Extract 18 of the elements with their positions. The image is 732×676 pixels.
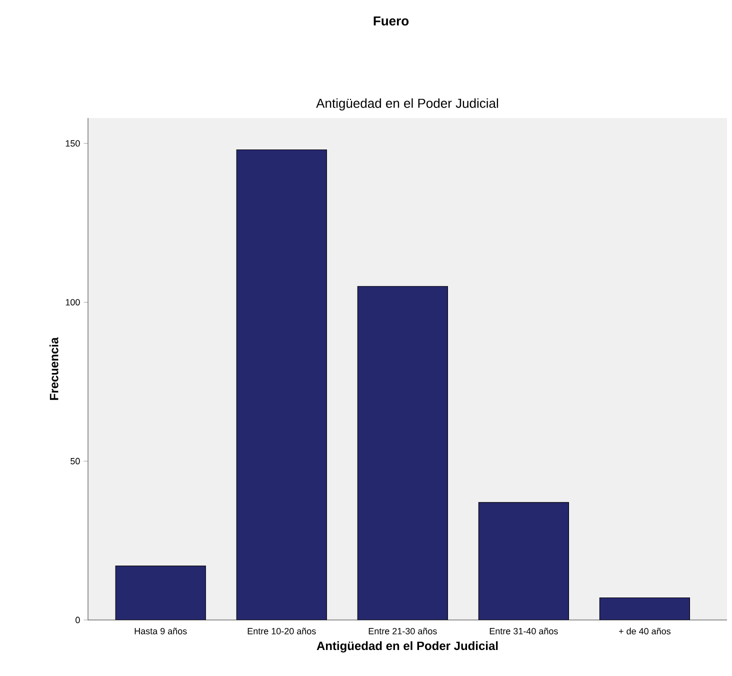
- y-tick-label: 0: [76, 616, 80, 624]
- bar: [236, 150, 327, 620]
- y-tick-label: 150: [66, 140, 80, 147]
- bar: [599, 597, 690, 620]
- x-axis-title: Antigüedad en el Poder Judicial: [316, 641, 498, 652]
- chart-title: Fuero: [374, 16, 409, 26]
- x-tick-label: + de 40 años: [619, 628, 671, 634]
- y-tick-label: 100: [66, 299, 80, 306]
- y-axis-title: Frecuencia: [50, 337, 58, 400]
- x-tick-label: Entre 21-30 años: [368, 628, 437, 634]
- x-tick-label: Entre 31-40 años: [490, 628, 558, 634]
- x-tick-label: Hasta 9 años: [134, 628, 187, 634]
- bar: [358, 286, 448, 620]
- x-tick-label: Entre 10-20 años: [248, 628, 316, 634]
- chart-subtitle: Antigüedad en el Poder Judicial: [316, 98, 498, 110]
- bar: [116, 566, 206, 620]
- bar: [478, 502, 569, 620]
- y-tick-label: 50: [70, 458, 80, 464]
